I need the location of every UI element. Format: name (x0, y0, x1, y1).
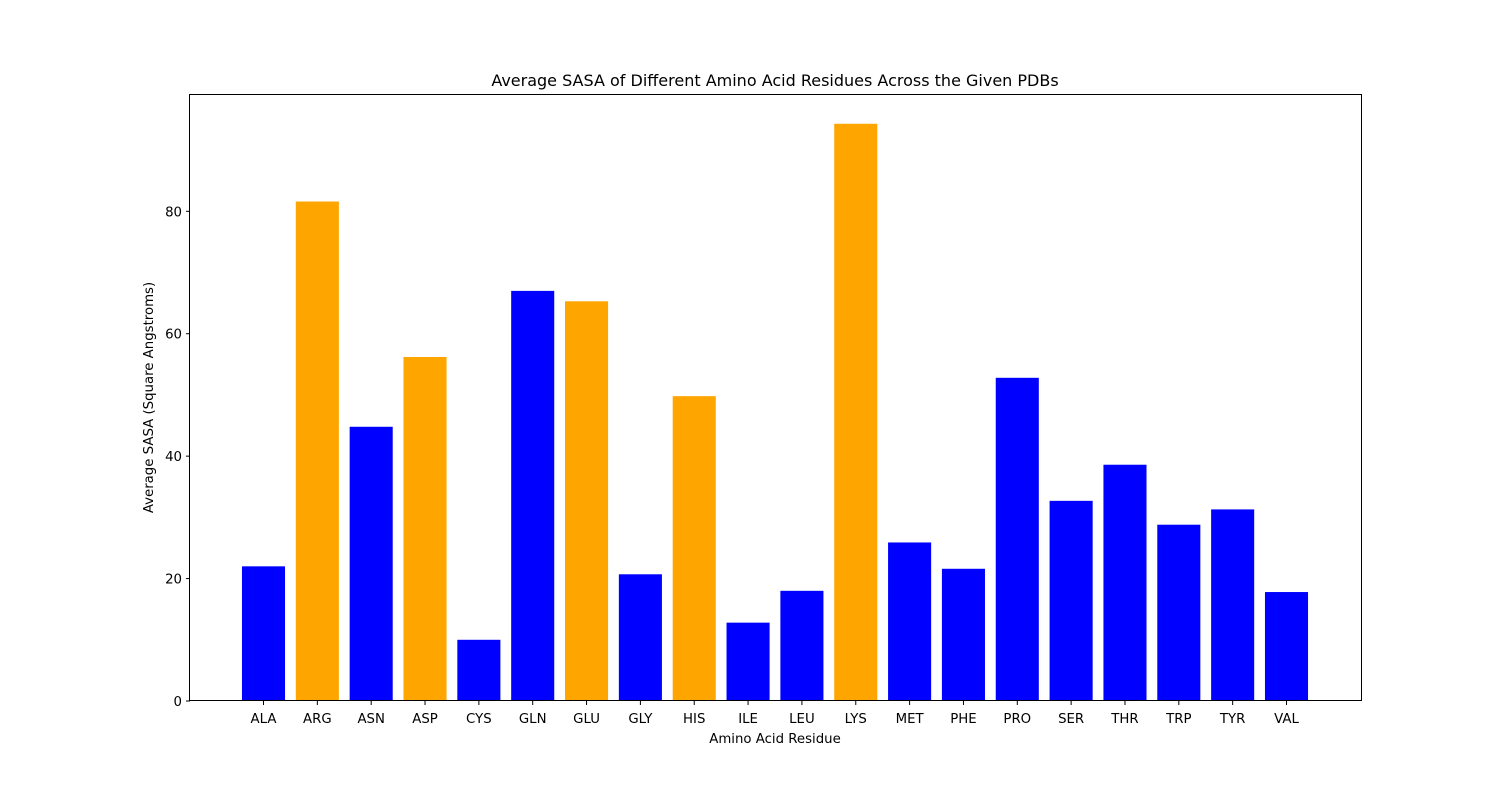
x-tick-label: CYS (466, 712, 492, 727)
x-tick-label: GLN (519, 712, 547, 727)
y-axis-ticks: 0 20 40 60 80 (165, 205, 190, 710)
chart-title: Average SASA of Different Amino Acid Res… (491, 71, 1058, 90)
x-tick-label: VAL (1274, 712, 1299, 727)
x-tick-label: LYS (845, 712, 867, 727)
x-tick-label: HIS (683, 712, 705, 727)
bar-cys (457, 639, 501, 701)
y-tick-label: 0 (174, 695, 182, 710)
bars-group (241, 123, 1309, 701)
x-tick-label: MET (896, 712, 925, 727)
x-tick-label: THR (1110, 712, 1138, 727)
bar-phe (941, 568, 985, 701)
x-tick-label: ARG (303, 712, 332, 727)
bar-thr (1103, 464, 1147, 701)
x-tick-label: ASN (357, 712, 384, 727)
x-tick-label: ILE (738, 712, 758, 727)
x-tick-label: TYR (1219, 712, 1245, 727)
bar-met (888, 542, 932, 701)
x-tick-label: TRP (1165, 712, 1191, 727)
bar-gln (511, 290, 555, 701)
x-axis-label: Amino Acid Residue (709, 732, 841, 747)
bar-asn (349, 426, 393, 701)
bar-leu (780, 590, 824, 701)
y-axis-label: Average SASA (Square Angstroms) (142, 282, 157, 513)
y-tick-label: 60 (165, 328, 182, 343)
y-tick-label: 80 (165, 205, 182, 220)
x-tick-label: ALA (251, 712, 277, 727)
x-tick-label: LEU (789, 712, 815, 727)
bar-arg (295, 201, 339, 701)
bar-glu (565, 301, 609, 701)
bar-ser (1049, 500, 1093, 701)
plot-frame (189, 94, 1362, 701)
x-tick-label: PHE (950, 712, 976, 727)
x-tick-label: SER (1058, 712, 1084, 727)
x-tick-label: GLY (628, 712, 653, 727)
x-tick-label: ASP (412, 712, 438, 727)
bar-tyr (1211, 509, 1255, 701)
y-tick-label: 40 (165, 450, 182, 465)
bar-pro (995, 377, 1039, 701)
bar-trp (1157, 524, 1201, 701)
y-tick-label: 20 (165, 573, 182, 588)
x-tick-label: GLU (573, 712, 600, 727)
x-axis-ticks: ALA ARG ASN ASP CYS GLN GLU GLY HIS ILE LEU LYS MET P… (251, 701, 1299, 727)
bar-val (1264, 592, 1309, 701)
bar-lys (834, 123, 878, 701)
bar-his (672, 396, 716, 701)
bar-gly (618, 574, 662, 701)
x-tick-label: PRO (1003, 712, 1031, 727)
bar-asp (403, 356, 447, 701)
bar-ala (241, 566, 286, 701)
bar-ile (726, 622, 770, 701)
